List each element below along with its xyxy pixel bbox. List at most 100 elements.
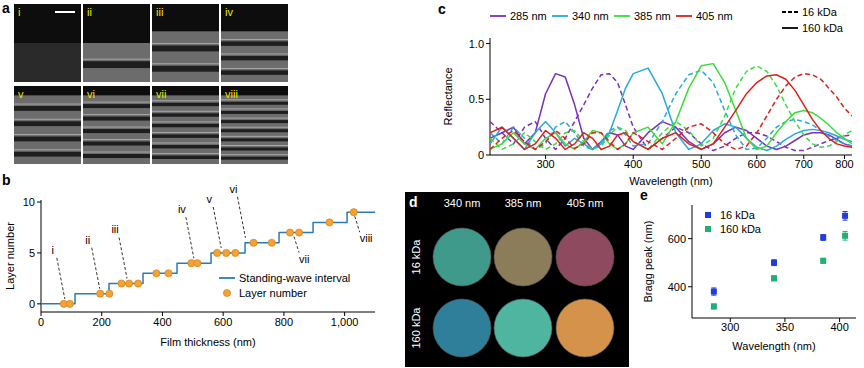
annotation: v <box>206 193 212 205</box>
sem-film <box>152 95 219 164</box>
sem-layer <box>83 142 150 146</box>
y-axis <box>692 205 693 318</box>
data-point <box>350 209 357 216</box>
y-tick <box>486 155 490 156</box>
data-point <box>194 260 201 267</box>
sample-disc <box>556 299 614 357</box>
legend-label: Standing-wave interval <box>239 272 350 284</box>
y-tick-label: 600 <box>668 233 686 245</box>
panel-label: e <box>640 187 648 203</box>
annotation-line <box>355 216 360 232</box>
sem-layer <box>221 157 288 160</box>
plot-area <box>490 64 852 151</box>
annotation-line <box>213 207 221 248</box>
y-tick <box>688 238 692 239</box>
sem-edge <box>152 153 219 154</box>
annotation: i <box>52 244 54 256</box>
x-tick-label: 400 <box>153 316 171 328</box>
series-line <box>490 66 852 150</box>
sem-image <box>83 86 150 164</box>
legend-label: 340 nm <box>572 10 609 22</box>
x-tick-label: 300 <box>536 158 554 170</box>
legend-swatch <box>676 15 692 17</box>
sem-edge <box>14 149 81 150</box>
sem-layer <box>152 66 219 72</box>
sem-edge <box>83 139 150 140</box>
x-axis <box>41 312 375 313</box>
error-bar <box>772 276 777 281</box>
annotation-line <box>237 197 245 238</box>
data-point <box>268 239 275 246</box>
sem-film <box>152 31 219 82</box>
x-axis-label: Wavelength (nm) <box>732 340 815 352</box>
sem-layer <box>221 120 288 123</box>
series-line <box>41 212 375 304</box>
sem-edge <box>152 111 219 112</box>
sem-layer <box>152 156 219 159</box>
x-axis-label: Film thickness (nm) <box>160 336 255 348</box>
legend-label: 160 kDa <box>802 22 844 34</box>
image-label: iv <box>225 6 233 18</box>
chart-e: e300350400400600Wavelength (nm)Bragg pea… <box>640 187 856 352</box>
sem-layer <box>221 111 288 114</box>
legend-swatch <box>552 15 568 17</box>
sem-layer <box>14 152 81 157</box>
sem-edge <box>83 59 150 60</box>
y-tick-label: 10 <box>23 196 35 208</box>
legend-label: 285 nm <box>510 10 547 22</box>
x-tick-label: 350 <box>776 321 794 333</box>
sem-layer <box>221 41 288 45</box>
row-label: 16 kDa <box>410 239 422 275</box>
sem-layer <box>221 148 288 151</box>
y-tick-label: 0 <box>478 149 484 161</box>
data-point <box>153 270 160 277</box>
annotation-line <box>294 237 299 253</box>
sem-edge <box>221 136 288 137</box>
sem-film <box>83 95 150 164</box>
sem-edge <box>14 104 81 105</box>
y-tick <box>688 286 692 287</box>
sem-edge <box>221 68 288 69</box>
sem-edge <box>83 102 150 103</box>
sem-edge <box>221 108 288 109</box>
legend: Standing-wave intervalLayer number <box>219 272 350 299</box>
y-axis <box>41 200 42 312</box>
panel-label: d <box>409 194 418 210</box>
legend: 285 nm 340 nm 385 nm 405 nm 16 kDa 160 kDa <box>490 6 844 34</box>
series-line <box>490 68 852 150</box>
data-point <box>125 280 132 287</box>
sem-edge <box>83 114 150 115</box>
sample-disc <box>494 228 552 286</box>
sem-edge <box>221 127 288 128</box>
legend-label: 16 kDa <box>802 6 838 18</box>
data-point <box>295 229 302 236</box>
scale-bar <box>55 11 75 13</box>
sem-edge <box>14 119 81 120</box>
sem-layer <box>14 121 81 126</box>
sem-edge <box>221 118 288 119</box>
data-point <box>232 249 239 256</box>
legend-label: 385 nm <box>634 10 671 22</box>
data-point <box>214 249 221 256</box>
y-tick-label: 400 <box>668 281 686 293</box>
column-label: 405 nm <box>567 197 604 209</box>
legend-label: 405 nm <box>696 10 733 22</box>
sem-layer <box>221 56 288 60</box>
sem-layer <box>83 104 150 108</box>
error-bar <box>711 288 716 295</box>
x-tick-label: 700 <box>795 158 813 170</box>
sem-image <box>152 4 219 82</box>
annotation: viii <box>360 232 373 244</box>
sem-layer <box>152 134 219 137</box>
y-axis-label: Layer number <box>4 222 16 290</box>
error-bar <box>843 231 848 240</box>
data-point <box>97 290 104 297</box>
sem-layer <box>221 138 288 141</box>
y-tick-label: 1.0 <box>469 38 484 50</box>
image-label: viii <box>225 88 238 100</box>
sem-layer <box>152 113 219 116</box>
x-tick-label: 500 <box>692 158 710 170</box>
chart-c: c30040050060070080000.51.0Wavelength (nm… <box>438 1 854 187</box>
sample-disc <box>433 228 491 286</box>
sem-layer <box>221 102 288 105</box>
